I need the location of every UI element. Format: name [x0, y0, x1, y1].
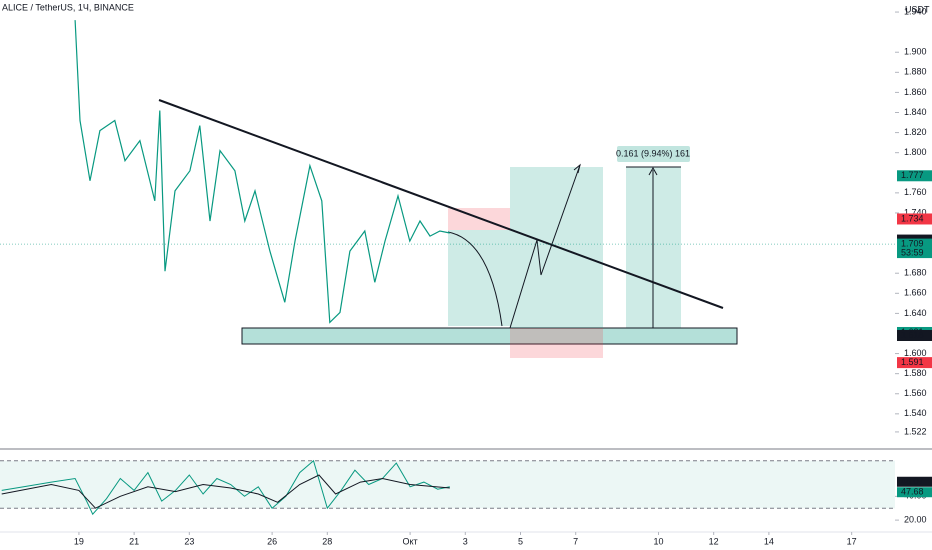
x-tick-label: 19 [74, 536, 84, 546]
y-tick-label: 1.880 [904, 67, 927, 77]
rsi-line [1, 474, 450, 509]
y-tick-label: 1.522 [904, 426, 927, 436]
price-label-box [897, 170, 932, 182]
price-line [74, 20, 450, 324]
price-label-box [897, 213, 932, 225]
y-tick-label: 1.940 [904, 6, 927, 16]
y-tick-label: 1.900 [904, 47, 927, 57]
chart-title: ALICE / TetherUS, 1Ч, BINANCE [2, 2, 134, 12]
y-tick-label: 1.680 [904, 268, 927, 278]
countdown-box [897, 248, 932, 259]
price-label: 1.591 [901, 357, 924, 367]
rsi-line [1, 459, 450, 516]
y-tick-label: 1.580 [904, 368, 927, 378]
y-tick-label: 1.600 [904, 348, 927, 358]
x-tick-label: 17 [847, 536, 857, 546]
y-tick-label: 1.560 [904, 388, 927, 398]
trendline [158, 99, 724, 309]
x-tick-label: 23 [184, 536, 194, 546]
price-label: 1.777 [901, 170, 924, 180]
y-tick-label: 1.800 [904, 147, 927, 157]
rsi-label: 47.68 [901, 487, 924, 497]
measure-label-box [617, 146, 690, 162]
measure-arrow-head [648, 166, 658, 176]
price-label: 1.709 [901, 238, 924, 248]
y-tick-label: 1.540 [904, 408, 927, 418]
measure-label: 0.161 (9.94%) 161 [616, 148, 690, 158]
y-tick-label: 1.840 [904, 107, 927, 117]
price-label-box [897, 329, 932, 341]
rsi-label-box [897, 487, 932, 498]
x-tick-label: 21 [129, 536, 139, 546]
x-tick-label: 7 [573, 536, 578, 546]
support-zone [241, 327, 738, 345]
price-label-box [897, 357, 932, 369]
rsi-label: 48.07 [901, 476, 924, 486]
y-tick-label: 1.740 [904, 207, 927, 217]
x-tick-label: 3 [463, 536, 468, 546]
path-up [509, 164, 581, 329]
y-tick-label: 1.660 [904, 288, 927, 298]
path-down [447, 231, 503, 327]
y-tick-label: 1.760 [904, 187, 927, 197]
x-tick-label: 26 [267, 536, 277, 546]
price-label: 1.734 [901, 213, 924, 223]
x-tick-label: 28 [322, 536, 332, 546]
price-label-box [897, 238, 932, 250]
x-tick-label: 12 [709, 536, 719, 546]
y-axis-label: USDT [905, 4, 930, 14]
x-tick-label: Окт [403, 536, 418, 546]
x-tick-label: 14 [764, 536, 774, 546]
rsi-tick-label: 20.00 [904, 514, 927, 524]
x-tick-label: 5 [518, 536, 523, 546]
countdown: 53:59 [901, 247, 924, 257]
long-stop-box [510, 328, 603, 358]
path-up-head [573, 163, 581, 174]
rsi-band [0, 460, 895, 509]
y-tick-label: 1.640 [904, 308, 927, 318]
price-label: 1.618 [901, 330, 924, 340]
y-tick-label: 1.860 [904, 87, 927, 97]
short-target-box [448, 230, 510, 326]
x-tick-label: 10 [653, 536, 663, 546]
y-tick-label: 1.820 [904, 127, 927, 137]
rsi-label-box [897, 476, 932, 487]
